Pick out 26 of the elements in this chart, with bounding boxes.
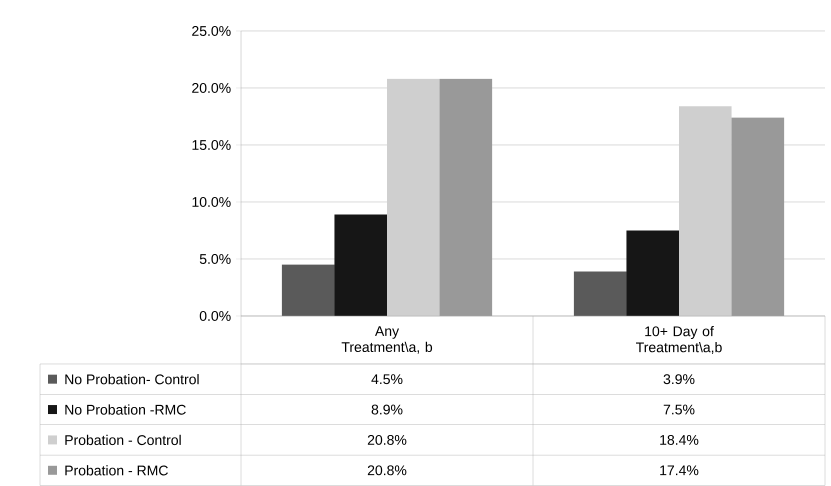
bar <box>679 106 732 316</box>
data-label: 3.9% <box>664 374 694 384</box>
bar <box>282 264 334 316</box>
data-label: 7.5% <box>664 404 694 414</box>
bar <box>626 230 680 316</box>
data-label: 4.5% <box>371 374 402 384</box>
legend-label: Probation - Control <box>65 434 181 446</box>
y-tick-label: 20.0% <box>192 83 231 93</box>
y-tick-label: 5.0% <box>200 254 231 264</box>
legend-label: No Probation- Control <box>65 374 199 384</box>
y-tick-label: 15.0% <box>192 140 231 150</box>
bar <box>574 272 626 316</box>
x-tick-label: 10+ Day of Treatment\a,b <box>636 326 722 354</box>
data-label: 18.4% <box>660 434 698 445</box>
data-label: 8.9% <box>372 404 402 415</box>
data-label: 20.8% <box>368 465 406 476</box>
y-tick-label: 0.0% <box>200 311 231 321</box>
y-tick-label: 25.0% <box>192 26 231 36</box>
legend-label: Probation - RMC <box>65 465 168 476</box>
legend-label: No Probation -RMC <box>65 404 186 415</box>
bar <box>387 78 440 316</box>
bar <box>334 214 388 316</box>
x-tick-label: Any Treatment\a, b <box>342 326 432 354</box>
data-label: 20.8% <box>368 434 406 445</box>
data-label: 17.4% <box>660 465 698 476</box>
y-tick-label: 10.0% <box>192 197 231 207</box>
